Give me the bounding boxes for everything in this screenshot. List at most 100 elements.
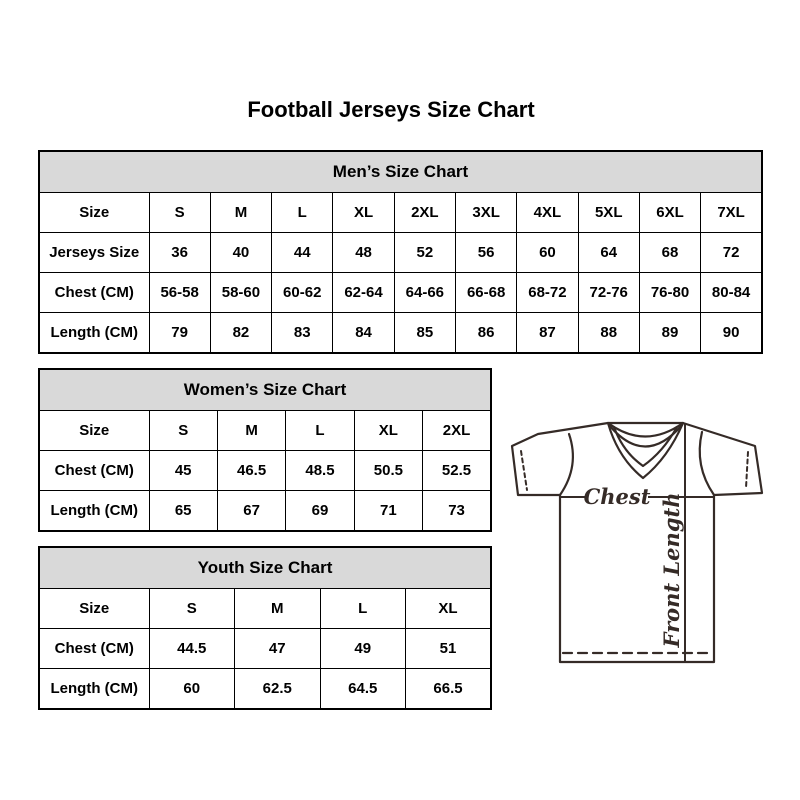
mens-cell: 82 — [209, 312, 273, 354]
womens-cell: 48.5 — [285, 450, 355, 491]
womens-table-title: Women’s Size Chart — [38, 368, 492, 411]
youth-row-2: Length (CM) 60 62.5 64.5 66.5 — [38, 668, 492, 710]
mens-cell: XL — [332, 192, 395, 233]
collar-outer-v — [606, 421, 685, 480]
mens-row-label: Length (CM) — [38, 312, 150, 354]
womens-cell: 65 — [148, 490, 218, 532]
chest-label: Chest — [584, 484, 651, 509]
youth-cell: 49 — [319, 628, 406, 669]
mens-row-label: Chest (CM) — [38, 272, 150, 313]
youth-row-0: Size S M L XL — [38, 588, 492, 629]
mens-cell: 7XL — [700, 192, 763, 233]
mens-cell: 4XL — [516, 192, 579, 233]
mens-row-1: Jerseys Size 36 40 44 48 52 56 60 64 68 72 — [38, 232, 763, 273]
mens-row-0: Size S M L XL 2XL 3XL 4XL 5XL 6XL 7XL — [38, 192, 763, 233]
mens-cell: 64-66 — [393, 272, 456, 313]
womens-cell: 69 — [285, 490, 355, 532]
mens-cell: 66-68 — [454, 272, 518, 313]
right-armhole-seam — [698, 430, 716, 497]
womens-table: Women’s Size Chart Size S M L XL 2XL Chest (CM)… — [38, 368, 492, 532]
mens-cell: 68-72 — [516, 272, 579, 313]
womens-cell: 71 — [353, 490, 424, 532]
womens-cell: L — [285, 410, 355, 451]
mens-row-3: Length (CM) 79 82 83 84 85 86 87 88 89 90 — [38, 312, 763, 354]
left-cuff-stitch-line — [520, 450, 528, 491]
youth-cell: 60 — [148, 668, 235, 710]
womens-row-0: Size S M L XL 2XL — [38, 410, 492, 451]
youth-cell: 64.5 — [319, 668, 406, 710]
mens-cell: 44 — [271, 232, 334, 273]
mens-cell: 52 — [393, 232, 456, 273]
right-cuff-stitch-line — [745, 451, 749, 489]
page-title: Football Jerseys Size Chart — [247, 97, 535, 122]
mens-row-label: Jerseys Size — [38, 232, 150, 273]
youth-cell: 44.5 — [148, 628, 235, 669]
womens-row-2: Length (CM) 65 67 69 71 73 — [38, 490, 492, 532]
mens-row-2: Chest (CM) 56-58 58-60 60-62 62-64 64-66 66-68… — [38, 272, 763, 313]
mens-cell: 72-76 — [577, 272, 640, 313]
womens-cell: 46.5 — [216, 450, 287, 491]
mens-cell: 83 — [271, 312, 334, 354]
collar-inner-v — [612, 425, 679, 468]
mens-cell: 86 — [454, 312, 518, 354]
front-length-label: Front Length — [659, 493, 684, 649]
womens-row-1: Chest (CM) 45 46.5 48.5 50.5 52.5 — [38, 450, 492, 491]
womens-cell: 67 — [216, 490, 287, 532]
mens-cell: 79 — [148, 312, 211, 354]
womens-cell: 52.5 — [422, 450, 492, 491]
youth-cell: 66.5 — [405, 668, 492, 710]
youth-row-label: Size — [38, 588, 150, 629]
youth-row-label: Length (CM) — [38, 668, 150, 710]
womens-cell: 2XL — [422, 410, 492, 451]
mens-cell: 87 — [516, 312, 579, 354]
mens-cell: 90 — [700, 312, 763, 354]
mens-cell: 80-84 — [700, 272, 763, 313]
womens-cell: M — [216, 410, 287, 451]
mens-cell: 76-80 — [638, 272, 702, 313]
womens-row-label: Length (CM) — [38, 490, 150, 532]
mens-cell: 62-64 — [332, 272, 395, 313]
mens-cell: 5XL — [577, 192, 640, 233]
mens-cell: 68 — [638, 232, 702, 273]
mens-cell: 2XL — [393, 192, 456, 233]
mens-cell: 85 — [393, 312, 456, 354]
youth-cell: S — [148, 588, 235, 629]
mens-cell: 36 — [148, 232, 211, 273]
mens-cell: 56 — [454, 232, 518, 273]
mens-cell: 6XL — [638, 192, 702, 233]
womens-cell: XL — [353, 410, 424, 451]
youth-cell: M — [234, 588, 321, 629]
womens-row-label: Chest (CM) — [38, 450, 150, 491]
youth-table-title: Youth Size Chart — [38, 546, 492, 589]
mens-row-label: Size — [38, 192, 150, 233]
mens-cell: 40 — [209, 232, 273, 273]
mens-cell: L — [271, 192, 334, 233]
womens-size-chart-table: Women’s Size Chart Size S M L XL 2XL Chest (CM)… — [38, 368, 492, 532]
youth-cell: 51 — [405, 628, 492, 669]
mens-cell: 89 — [638, 312, 702, 354]
mens-cell: 3XL — [454, 192, 518, 233]
womens-cell: S — [148, 410, 218, 451]
jersey-measurement-diagram: Chest Front Length — [510, 421, 764, 664]
mens-cell: M — [209, 192, 273, 233]
youth-table: Youth Size Chart Size S M L XL Chest (CM) 44.5 4… — [38, 546, 492, 710]
womens-cell: 45 — [148, 450, 218, 491]
mens-cell: 84 — [332, 312, 395, 354]
mens-table: Men’s Size Chart Size S M L XL 2XL 3XL 4XL 5XL 6XL… — [38, 150, 763, 354]
chest-label-backing — [586, 484, 648, 508]
mens-cell: 60 — [516, 232, 579, 273]
mens-cell: 56-58 — [148, 272, 211, 313]
mens-cell: 48 — [332, 232, 395, 273]
mens-size-chart-table: Men’s Size Chart Size S M L XL 2XL 3XL 4XL 5XL 6XL… — [38, 150, 763, 354]
womens-cell: 73 — [422, 490, 492, 532]
mens-cell: 72 — [700, 232, 763, 273]
youth-cell: 62.5 — [234, 668, 321, 710]
mens-cell: S — [148, 192, 211, 233]
youth-cell: L — [319, 588, 406, 629]
mens-cell: 64 — [577, 232, 640, 273]
youth-cell: 47 — [234, 628, 321, 669]
mens-cell: 60-62 — [271, 272, 334, 313]
womens-row-label: Size — [38, 410, 150, 451]
youth-cell: XL — [405, 588, 492, 629]
